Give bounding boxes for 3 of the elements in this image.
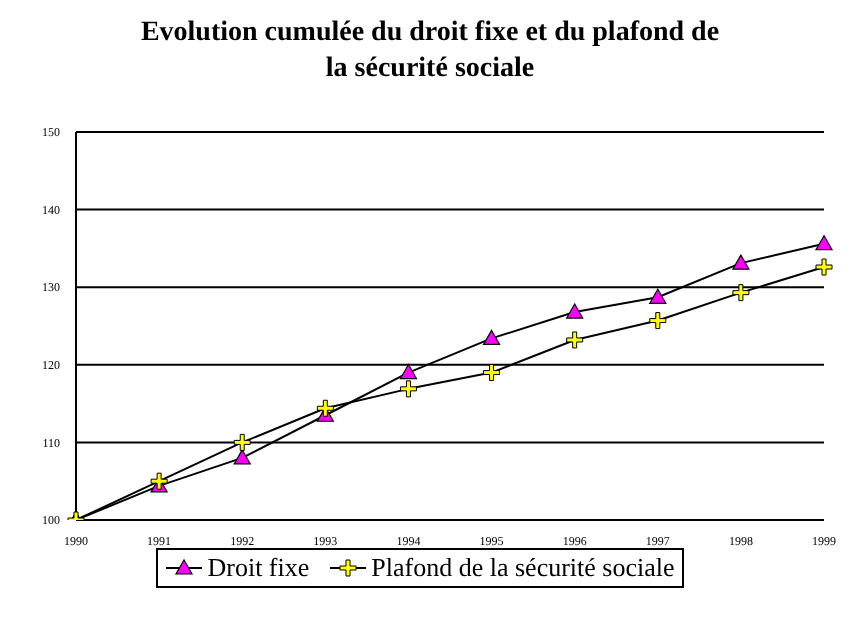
chart-title: Evolution cumulée du droit fixe et du plafond de la sécurité sociale [138,16,722,88]
legend-label: Plafond de la sécurité sociale [369,552,675,584]
legend-label: Droit fixe [205,552,310,584]
